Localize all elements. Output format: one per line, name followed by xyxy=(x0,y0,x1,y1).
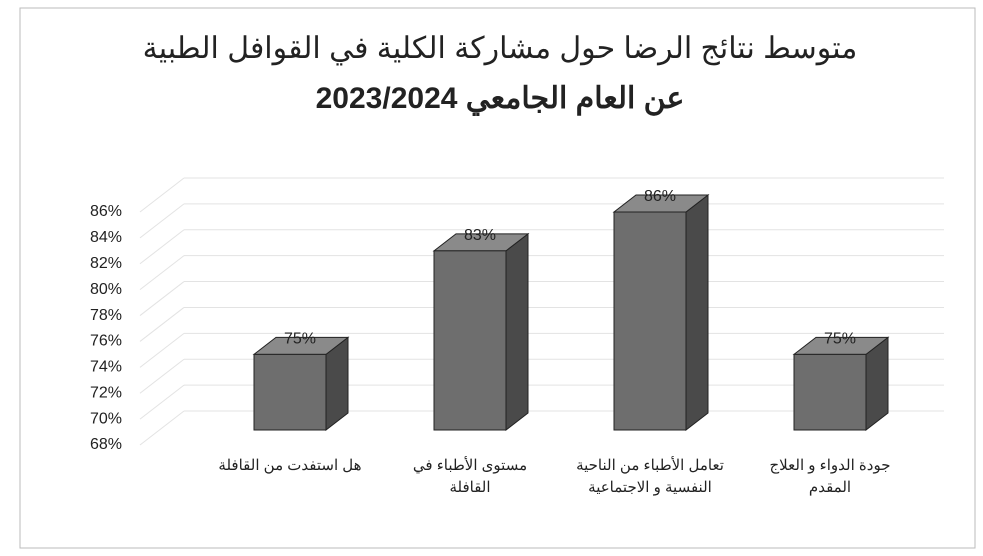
value-label: 75% xyxy=(284,331,316,348)
y-tick-label: 78% xyxy=(90,307,122,324)
grid-line xyxy=(139,307,185,342)
bar xyxy=(253,353,327,431)
y-tick-label: 72% xyxy=(90,384,122,401)
y-tick-label: 74% xyxy=(90,359,122,376)
bar-side xyxy=(685,193,709,432)
x-tick-label: تعامل الأطباء من الناحية النفسية و الاجت… xyxy=(576,457,724,496)
y-tick-label: 86% xyxy=(90,203,122,220)
x-tick-label: مستوى الأطباء في القافلة xyxy=(412,457,528,496)
grid-line xyxy=(139,203,185,239)
grid-line xyxy=(139,410,185,446)
value-label: 86% xyxy=(644,188,676,205)
y-tick-label: 76% xyxy=(90,333,122,350)
chart-title: متوسط نتائج الرضا حول مشاركة الكلية في ا… xyxy=(143,32,858,66)
grid-line xyxy=(139,384,185,420)
grid-line xyxy=(139,281,185,316)
grid-line xyxy=(139,229,185,265)
x-tick-label: جودة الدواء و العلاج المقدم xyxy=(769,457,891,496)
grid-line xyxy=(139,177,185,213)
y-tick-label: 82% xyxy=(90,255,122,272)
y-tick-label: 80% xyxy=(90,281,122,298)
y-tick-label: 84% xyxy=(90,229,122,246)
y-tick-label: 70% xyxy=(90,410,122,427)
grid-line xyxy=(139,332,185,368)
bar xyxy=(793,353,867,431)
value-label: 83% xyxy=(464,227,496,244)
grid-line xyxy=(139,358,185,394)
y-tick-label: 68% xyxy=(90,436,122,453)
x-tick-label: هل استفدت من القافلة xyxy=(218,457,362,474)
grid-line xyxy=(139,255,185,291)
bar xyxy=(433,250,507,431)
chart-title: عن العام الجامعي 2023/2024 xyxy=(316,82,685,116)
value-label: 75% xyxy=(824,331,856,348)
bar-side xyxy=(505,232,529,432)
bar xyxy=(613,211,687,431)
